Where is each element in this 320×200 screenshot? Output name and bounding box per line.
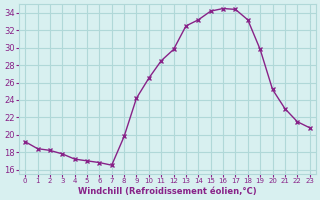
X-axis label: Windchill (Refroidissement éolien,°C): Windchill (Refroidissement éolien,°C) [78,187,257,196]
